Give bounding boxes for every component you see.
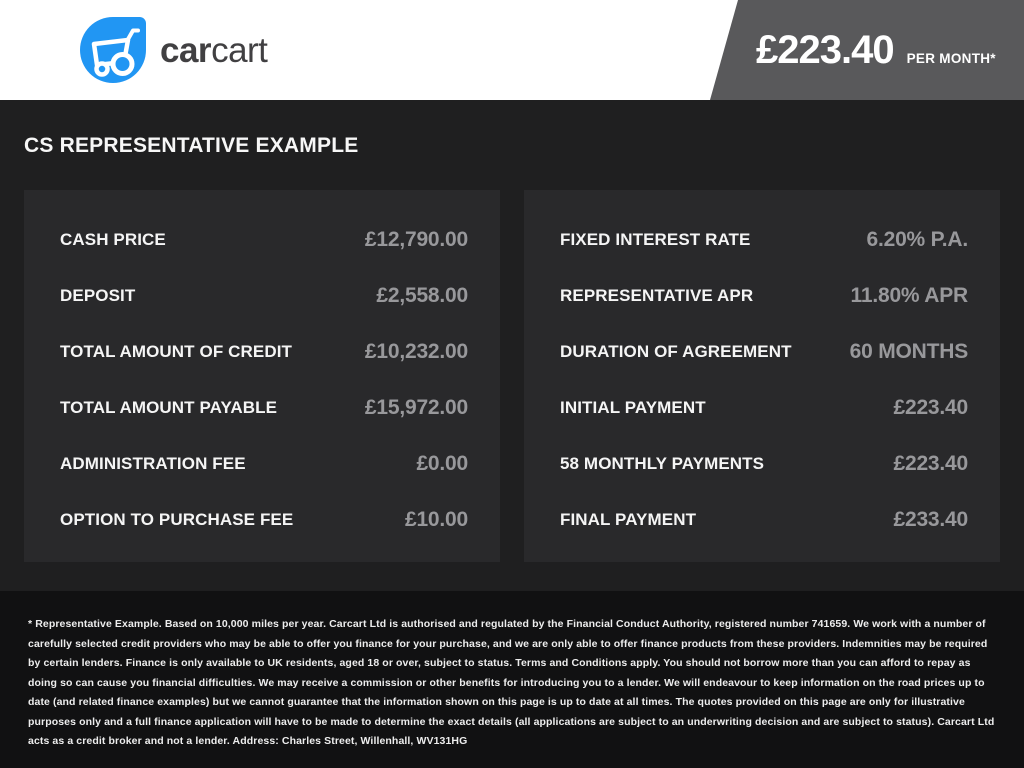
- finance-example-section: CS REPRESENTATIVE EXAMPLE CASH PRICE £12…: [0, 100, 1024, 591]
- row-label: TOTAL AMOUNT PAYABLE: [60, 398, 278, 417]
- finance-panel-right: FIXED INTEREST RATE 6.20% P.A. REPRESENT…: [524, 190, 1000, 562]
- row-value: £0.00: [416, 452, 468, 475]
- row-value: £233.40: [893, 508, 968, 531]
- cart-logo-icon: [80, 17, 146, 83]
- row-initial-payment: INITIAL PAYMENT £223.40: [560, 380, 968, 436]
- row-label: DEPOSIT: [60, 286, 136, 305]
- carcart-logo[interactable]: carcart: [80, 17, 268, 83]
- row-value: £15,972.00: [364, 396, 468, 419]
- row-total-payable: TOTAL AMOUNT PAYABLE £15,972.00: [60, 380, 468, 436]
- row-label: DURATION OF AGREEMENT: [560, 342, 792, 361]
- row-final-payment: FINAL PAYMENT £233.40: [560, 492, 968, 548]
- row-label: ADMINISTRATION FEE: [60, 454, 246, 473]
- row-value: 6.20% P.A.: [866, 228, 968, 251]
- row-monthly-payments: 58 MONTHLY PAYMENTS £223.40: [560, 436, 968, 492]
- row-label: FINAL PAYMENT: [560, 510, 697, 529]
- monthly-price-banner: £223.40 PER MONTH*: [710, 0, 1024, 100]
- row-value: 60 MONTHS: [849, 340, 969, 363]
- row-label: INITIAL PAYMENT: [560, 398, 706, 417]
- finance-panel-left: CASH PRICE £12,790.00 DEPOSIT £2,558.00 …: [24, 190, 500, 562]
- row-value: £12,790.00: [364, 228, 468, 251]
- row-value: £10,232.00: [364, 340, 468, 363]
- row-label: CASH PRICE: [60, 230, 166, 249]
- row-value: £223.40: [893, 396, 968, 419]
- row-fixed-interest-rate: FIXED INTEREST RATE 6.20% P.A.: [560, 212, 968, 268]
- finance-panels: CASH PRICE £12,790.00 DEPOSIT £2,558.00 …: [24, 190, 1000, 562]
- brand-word-cart: cart: [211, 30, 268, 70]
- row-value: £2,558.00: [376, 284, 468, 307]
- row-label: OPTION TO PURCHASE FEE: [60, 510, 294, 529]
- row-option-to-purchase-fee: OPTION TO PURCHASE FEE £10.00: [60, 492, 468, 548]
- monthly-price-amount: £223.40: [756, 28, 895, 72]
- legal-disclaimer: * Representative Example. Based on 10,00…: [28, 618, 995, 747]
- row-deposit: DEPOSIT £2,558.00: [60, 268, 468, 324]
- row-value: 11.80% APR: [850, 284, 969, 307]
- row-label: 58 MONTHLY PAYMENTS: [560, 454, 765, 473]
- page-title: CS REPRESENTATIVE EXAMPLE: [24, 134, 359, 157]
- row-admin-fee: ADMINISTRATION FEE £0.00: [60, 436, 468, 492]
- header: carcart £223.40 PER MONTH*: [0, 0, 1024, 100]
- row-label: FIXED INTEREST RATE: [560, 230, 751, 249]
- footer: * Representative Example. Based on 10,00…: [0, 591, 1024, 768]
- row-value: £223.40: [893, 452, 968, 475]
- row-label: TOTAL AMOUNT OF CREDIT: [60, 342, 292, 361]
- row-total-credit: TOTAL AMOUNT OF CREDIT £10,232.00: [60, 324, 468, 380]
- row-value: £10.00: [404, 508, 468, 531]
- row-label: REPRESENTATIVE APR: [560, 286, 754, 305]
- brand-word-car: car: [160, 30, 212, 70]
- row-representative-apr: REPRESENTATIVE APR 11.80% APR: [560, 268, 968, 324]
- row-cash-price: CASH PRICE £12,790.00: [60, 212, 468, 268]
- row-duration-of-agreement: DURATION OF AGREEMENT 60 MONTHS: [560, 324, 968, 380]
- brand-wordmark: carcart: [160, 30, 268, 70]
- monthly-price-period: PER MONTH*: [906, 51, 996, 66]
